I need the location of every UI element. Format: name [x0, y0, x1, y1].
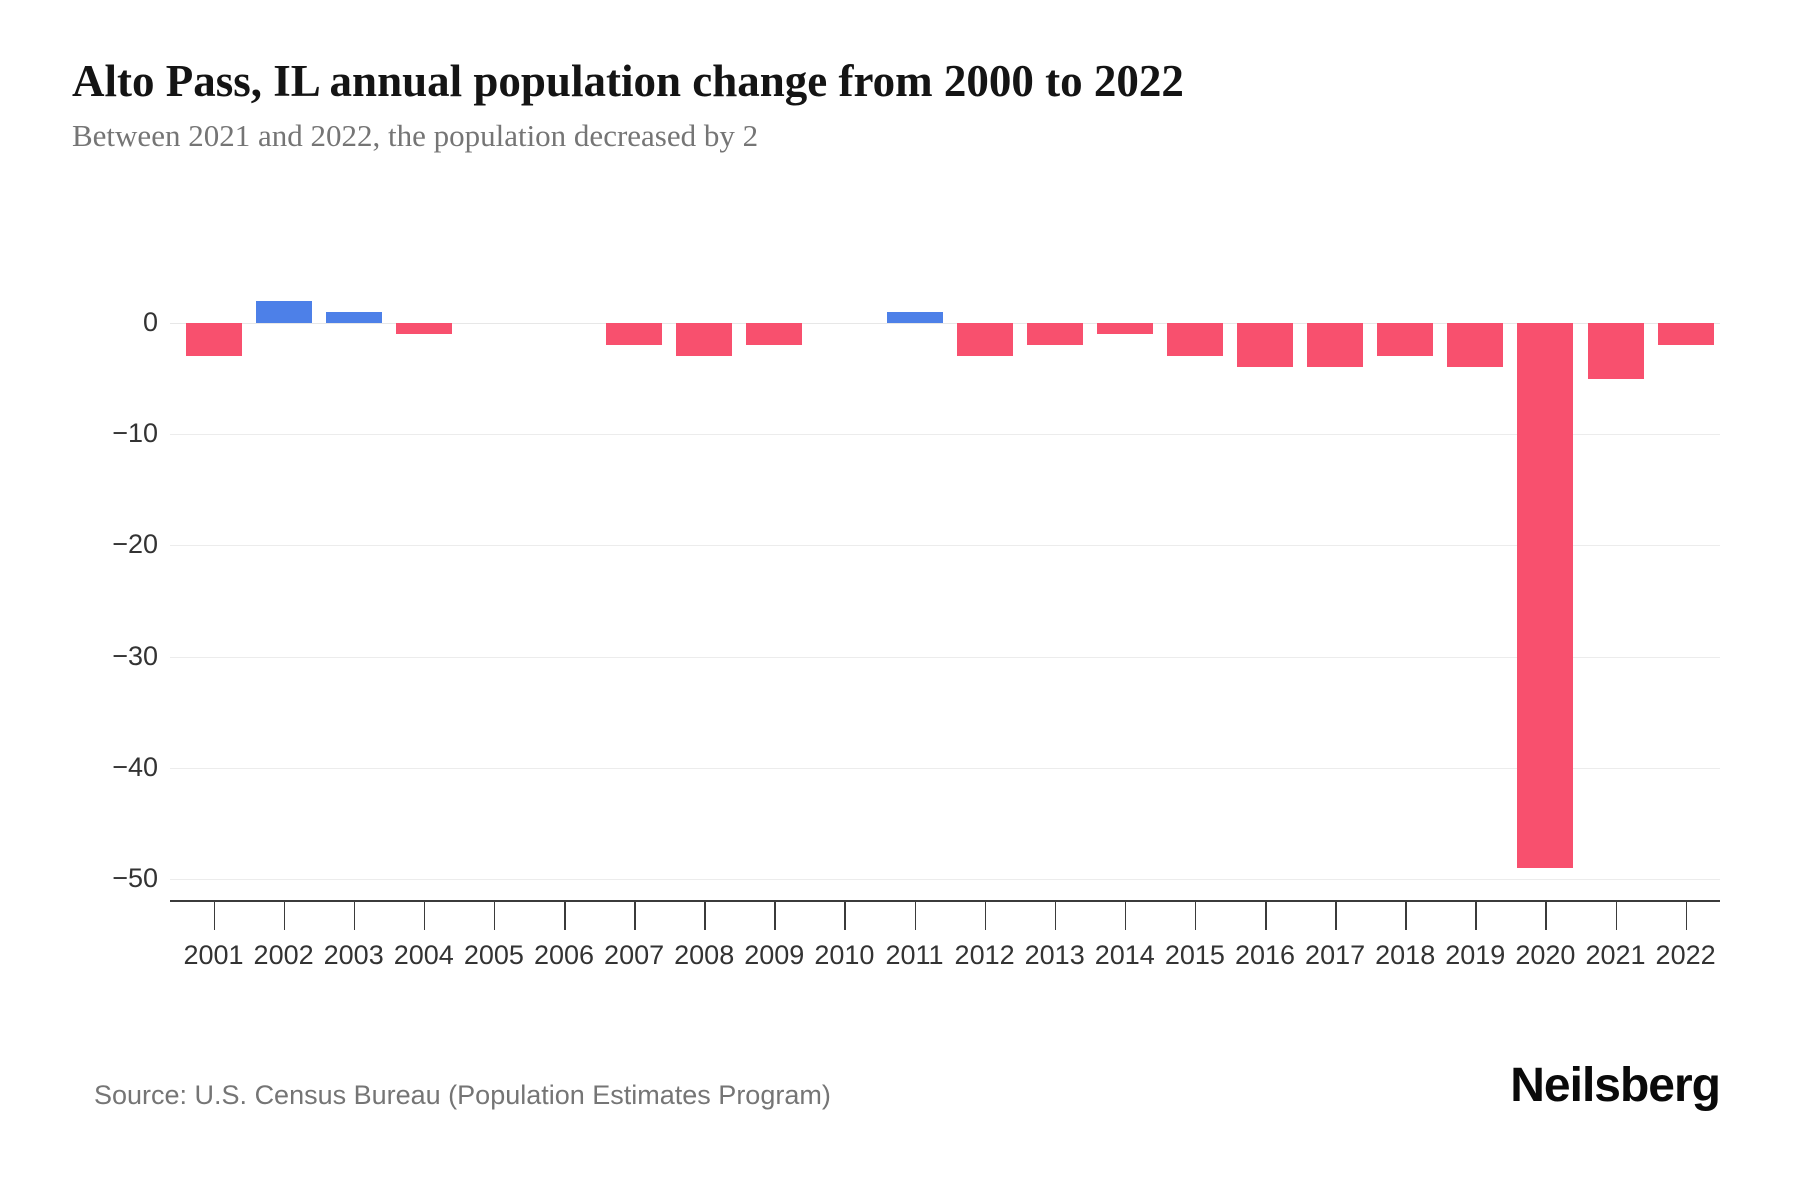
bar-2021[interactable] [1587, 323, 1644, 379]
page-title: Alto Pass, IL annual population change f… [72, 56, 1184, 106]
x-axis-label-2004: 2004 [393, 940, 454, 970]
bar-2008[interactable] [676, 323, 733, 357]
bar-2014[interactable] [1096, 323, 1153, 335]
x-axis-label-2014: 2014 [1094, 940, 1155, 970]
x-axis-label-2002: 2002 [253, 940, 314, 970]
bar-2019[interactable] [1447, 323, 1504, 368]
gridline-y-10 [170, 434, 1720, 436]
bar-2022[interactable] [1657, 323, 1714, 346]
x-axis-label-2013: 2013 [1024, 940, 1085, 970]
x-tick-2013 [1054, 902, 1057, 930]
x-tick-2012 [984, 902, 987, 930]
x-tick-2017 [1335, 902, 1337, 930]
bar-2004[interactable] [395, 323, 452, 335]
x-axis-label-2007: 2007 [604, 940, 665, 970]
x-tick-2016 [1265, 902, 1267, 930]
x-axis-label-2012: 2012 [954, 940, 1015, 970]
y-axis-label-0: 0 [142, 307, 158, 337]
x-tick-2009 [774, 902, 776, 930]
y-axis-label--30: −30 [112, 640, 158, 671]
bar-2015[interactable] [1166, 323, 1223, 357]
x-tick-2018 [1405, 902, 1407, 930]
y-axis-label--10: −10 [112, 418, 158, 449]
x-axis-label-2015: 2015 [1164, 940, 1225, 970]
bar-2016[interactable] [1237, 323, 1293, 368]
bar-2018[interactable] [1377, 323, 1434, 357]
x-tick-2004 [423, 902, 426, 930]
x-tick-2005 [493, 902, 496, 930]
x-axis-label-2020: 2020 [1515, 940, 1576, 970]
source-note: Source: U.S. Census Bureau (Population E… [94, 1080, 831, 1110]
gridline-y-30 [170, 656, 1720, 658]
x-axis-label-2017: 2017 [1305, 940, 1366, 970]
x-axis-label-2008: 2008 [674, 940, 735, 970]
bar-2007[interactable] [606, 323, 663, 346]
x-tick-2019 [1475, 902, 1477, 930]
gridline-y-20 [170, 545, 1720, 547]
x-tick-2008 [704, 902, 706, 930]
x-tick-2006 [564, 902, 566, 930]
gridline-y-40 [170, 767, 1720, 769]
x-tick-2014 [1124, 902, 1127, 930]
x-tick-2015 [1194, 902, 1197, 930]
x-tick-2003 [353, 902, 356, 930]
x-tick-2021 [1615, 902, 1617, 930]
x-axis-label-2003: 2003 [323, 940, 384, 970]
bar-2001[interactable] [185, 323, 242, 357]
gridline-y0 [170, 323, 1720, 324]
neilsberg-logo: Neilsberg [1510, 1059, 1721, 1112]
x-tick-2001 [213, 902, 215, 930]
y-axis-label--40: −40 [112, 751, 158, 782]
x-axis-label-2005: 2005 [463, 940, 524, 970]
y-axis-label--50: −50 [112, 863, 158, 893]
x-axis-label-2009: 2009 [744, 940, 805, 970]
x-tick-2010 [844, 902, 846, 930]
y-axis-label--20: −20 [112, 529, 158, 560]
page-subtitle: Between 2021 and 2022, the population de… [72, 118, 759, 153]
x-axis-line [170, 900, 1720, 902]
bar-2012[interactable] [956, 323, 1013, 357]
x-axis-label-2022: 2022 [1655, 940, 1716, 970]
bar-2017[interactable] [1307, 323, 1364, 368]
x-axis-label-2006: 2006 [533, 940, 595, 970]
x-axis-label-2010: 2010 [814, 940, 875, 970]
x-axis-label-2018: 2018 [1375, 940, 1436, 970]
x-axis-label-2016: 2016 [1234, 940, 1296, 970]
x-tick-2011 [914, 902, 916, 930]
plot-area: 0 −10 −20 −30 −40 −50 2001 2002 2003 2004 2005 2006… [112, 300, 1720, 970]
x-tick-2007 [634, 902, 636, 930]
bar-2002[interactable] [255, 300, 312, 323]
bar-2020[interactable] [1517, 323, 1574, 868]
bar-2003[interactable] [325, 311, 382, 323]
x-axis-label-2019: 2019 [1445, 940, 1506, 970]
x-tick-2020 [1545, 902, 1547, 930]
x-axis-label-2021: 2021 [1585, 940, 1646, 970]
gridline-y-50 [170, 879, 1720, 880]
x-tick-2022 [1685, 902, 1688, 930]
x-axis-label-2001: 2001 [183, 940, 244, 970]
bar-2009[interactable] [746, 323, 803, 346]
bar-2011[interactable] [886, 311, 943, 323]
x-axis-label-2011: 2011 [885, 940, 944, 970]
x-tick-2002 [283, 902, 286, 930]
bar-2013[interactable] [1026, 323, 1083, 346]
